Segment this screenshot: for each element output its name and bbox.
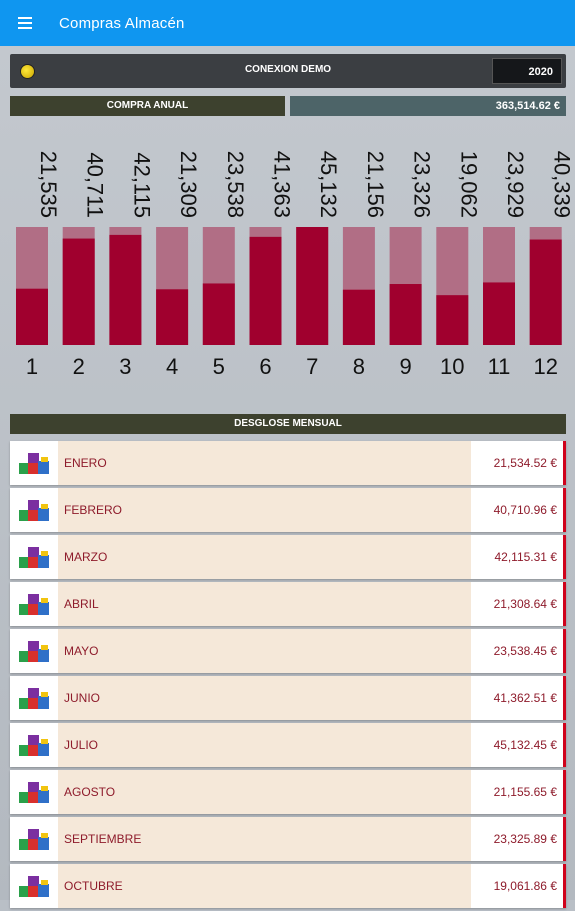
bar[interactable]	[296, 227, 329, 345]
list-item[interactable]: ENERO 21,534.52 €	[10, 441, 566, 485]
month-amount: 21,534.52 €	[471, 441, 563, 485]
monthly-breakdown-list: ENERO 21,534.52 € FEBRERO 40,710.96 € MARZO 4…	[10, 441, 566, 911]
month-name: FEBRERO	[64, 503, 123, 517]
list-item[interactable]: AGOSTO 21,155.65 €	[10, 770, 566, 814]
list-item[interactable]: MAYO 23,538.45 €	[10, 629, 566, 673]
bar-value-label: 23,929	[503, 151, 528, 218]
month-number-label: 4	[166, 354, 178, 379]
month-number-label: 7	[306, 354, 318, 379]
month-amount: 42,115.31 €	[471, 535, 563, 579]
hamburger-icon[interactable]	[18, 13, 44, 33]
bar-value-label: 45,132	[316, 151, 341, 218]
month-amount: 45,132.45 €	[471, 723, 563, 767]
monthly-bar-chart: 21,535 1 40,711 2 42,115 3 21,309 4 23,538 5 41,36…	[16, 151, 575, 379]
list-item[interactable]: OCTUBRE 19,061.86 €	[10, 864, 566, 908]
boxes-icon	[10, 817, 58, 861]
connection-bar: CONEXION DEMO 2020	[10, 54, 566, 88]
bar[interactable]	[389, 284, 422, 345]
month-name: JUNIO	[64, 691, 100, 705]
month-amount: 19,061.86 €	[471, 864, 563, 908]
bar-value-label: 21,156	[363, 151, 388, 218]
bar[interactable]	[156, 289, 189, 345]
month-name: AGOSTO	[64, 785, 116, 799]
month-amount: 21,308.64 €	[471, 582, 563, 626]
year-selector[interactable]: 2020	[492, 58, 562, 84]
boxes-icon	[10, 770, 58, 814]
bar[interactable]	[62, 238, 95, 345]
bar[interactable]	[202, 283, 235, 345]
boxes-icon	[10, 629, 58, 673]
month-name: SEPTIEMBRE	[64, 832, 142, 846]
bar[interactable]	[16, 288, 48, 345]
list-item[interactable]: JUNIO 41,362.51 €	[10, 676, 566, 720]
month-name: MARZO	[64, 550, 108, 564]
boxes-icon	[10, 441, 58, 485]
month-number-label: 5	[213, 354, 225, 379]
boxes-icon	[10, 723, 58, 767]
annual-purchase-total: 363,514.62 €	[290, 96, 566, 116]
month-number-label: 3	[119, 354, 131, 379]
list-item[interactable]: MARZO 42,115.31 €	[10, 535, 566, 579]
bar-value-label: 23,538	[223, 151, 248, 218]
monthly-breakdown-header: DESGLOSE MENSUAL	[10, 414, 566, 434]
month-amount: 23,325.89 €	[471, 817, 563, 861]
month-number-label: 12	[533, 354, 557, 379]
bar[interactable]	[249, 236, 282, 345]
bar[interactable]	[529, 239, 562, 345]
month-number-label: 2	[73, 354, 85, 379]
connection-label: CONEXION DEMO	[244, 64, 332, 75]
month-number-label: 6	[259, 354, 271, 379]
month-amount: 40,710.96 €	[471, 488, 563, 532]
month-name: ENERO	[64, 456, 107, 470]
month-amount: 41,362.51 €	[471, 676, 563, 720]
boxes-icon	[10, 676, 58, 720]
month-number-label: 1	[26, 354, 38, 379]
list-item[interactable]: SEPTIEMBRE 23,325.89 €	[10, 817, 566, 861]
bar[interactable]	[342, 289, 375, 345]
month-number-label: 10	[440, 354, 464, 379]
bar-value-label: 23,326	[410, 151, 435, 218]
boxes-icon	[10, 488, 58, 532]
boxes-icon	[10, 535, 58, 579]
month-number-label: 9	[399, 354, 411, 379]
month-number-label: 11	[488, 354, 511, 379]
month-name: ABRIL	[64, 597, 99, 611]
list-item[interactable]: JULIO 45,132.45 €	[10, 723, 566, 767]
month-name: JULIO	[64, 738, 99, 752]
bar-value-label: 40,339	[550, 151, 575, 218]
app-title: Compras Almacén	[59, 14, 185, 32]
annual-purchase-label: COMPRA ANUAL	[10, 96, 285, 116]
bar-value-label: 21,535	[36, 151, 61, 218]
bar-value-label: 21,309	[176, 151, 201, 218]
bar-value-label: 19,062	[456, 151, 481, 218]
bar[interactable]	[483, 282, 515, 345]
boxes-icon	[10, 864, 58, 908]
month-name: MAYO	[64, 644, 99, 658]
connection-status-icon	[21, 65, 34, 78]
bar[interactable]	[109, 234, 142, 345]
bar-value-label: 41,363	[270, 151, 295, 218]
list-item[interactable]: FEBRERO 40,710.96 €	[10, 488, 566, 532]
month-amount: 23,538.45 €	[471, 629, 563, 673]
month-name: OCTUBRE	[64, 879, 123, 893]
bar[interactable]	[436, 295, 469, 345]
month-number-label: 8	[353, 354, 365, 379]
list-item[interactable]: ABRIL 21,308.64 €	[10, 582, 566, 626]
bar-value-label: 42,115	[129, 152, 154, 218]
month-amount: 21,155.65 €	[471, 770, 563, 814]
app-bar: Compras Almacén	[0, 0, 575, 46]
bar-value-label: 40,711	[83, 152, 108, 218]
boxes-icon	[10, 582, 58, 626]
